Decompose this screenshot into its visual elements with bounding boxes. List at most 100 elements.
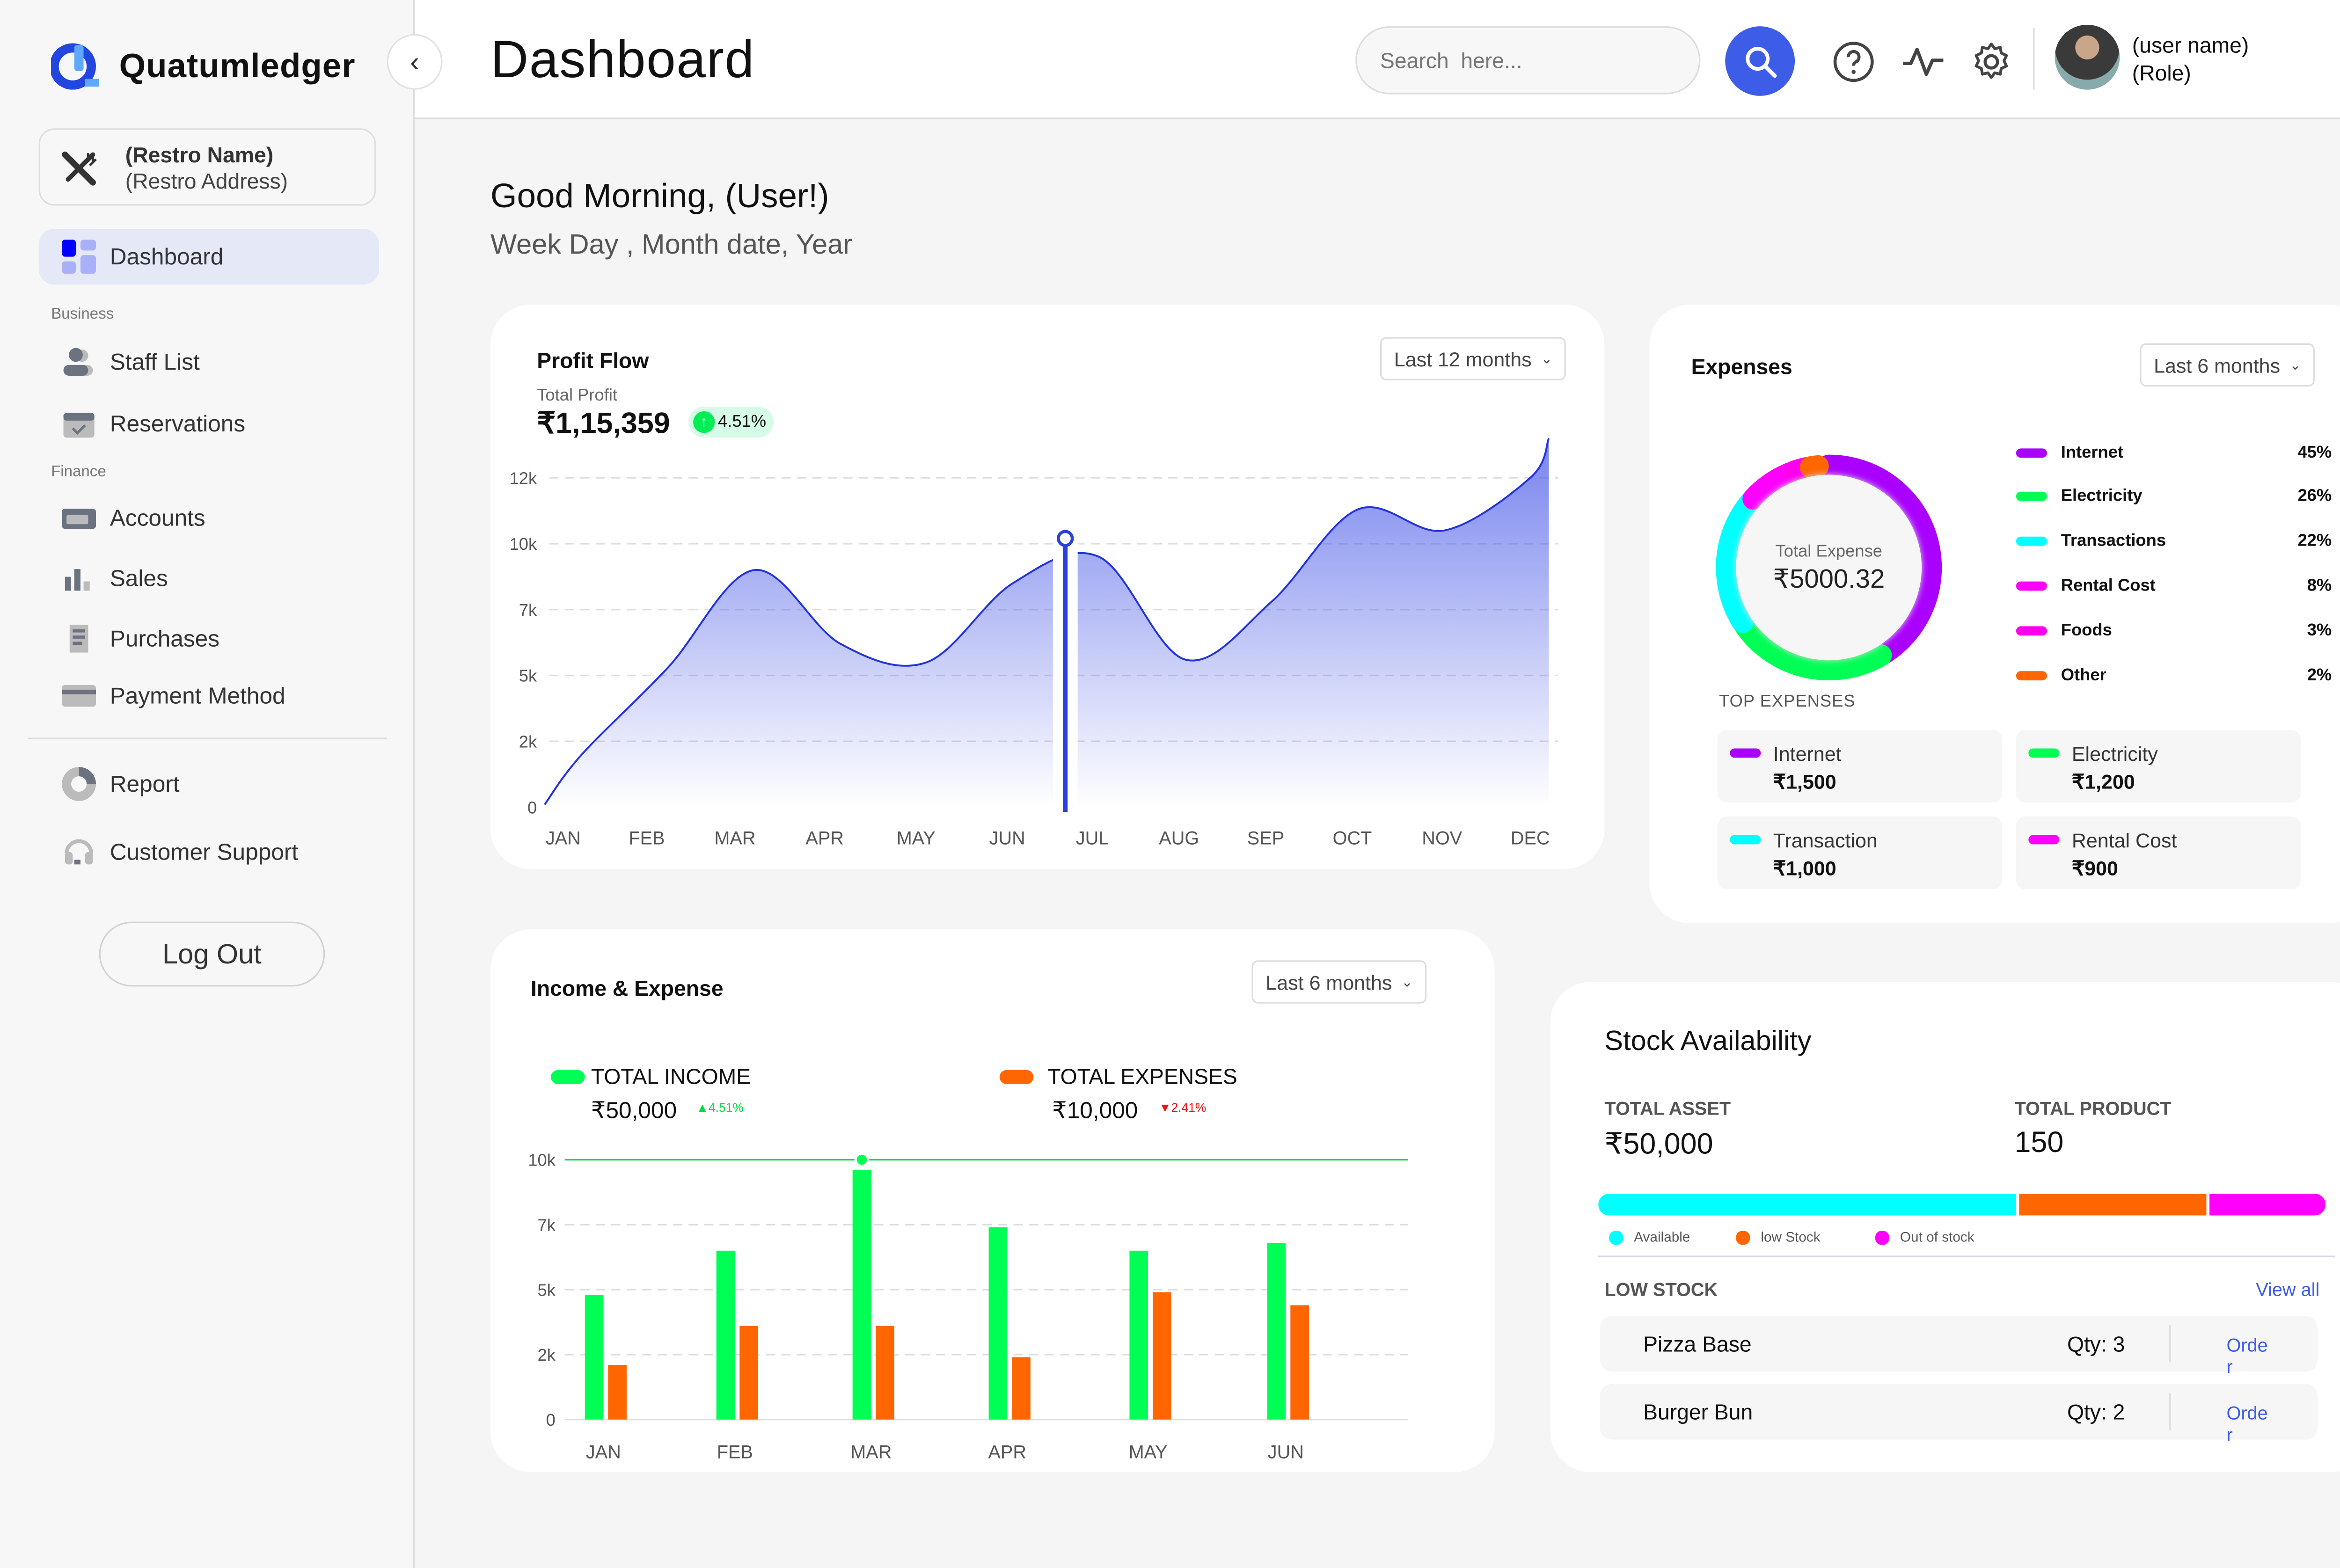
stock-segment-out-of-stock xyxy=(2210,1194,2326,1216)
total-expense-label: Total Expense xyxy=(1775,542,1883,562)
income-range-dropdown[interactable]: Last 6 months ⌄ xyxy=(1251,960,1427,1004)
page-title: Dashboard xyxy=(490,31,755,90)
top-expense-card[interactable]: Internet ₹1,500 xyxy=(1717,729,2003,803)
income-label: TOTAL INCOME xyxy=(591,1064,751,1089)
legend-label: Available xyxy=(1634,1229,1690,1245)
user-name: (user name) xyxy=(2132,32,2249,58)
highlight-point[interactable] xyxy=(1057,530,1074,547)
expense-bar-may[interactable] xyxy=(1153,1292,1171,1420)
user-avatar[interactable] xyxy=(2055,24,2120,90)
total-asset-label: TOTAL ASSET xyxy=(1604,1098,1731,1120)
users-icon xyxy=(60,345,97,379)
quatumledger-logo xyxy=(51,43,99,90)
search-button[interactable] xyxy=(1725,26,1795,96)
x-tick-label: MAR xyxy=(714,828,755,848)
legend-swatch xyxy=(2016,536,2047,546)
donut-slice-other[interactable] xyxy=(1716,454,1942,681)
expense-label: TOTAL EXPENSES xyxy=(1047,1064,1237,1089)
legend-item: Internet 45% xyxy=(2016,444,2332,462)
legend-swatch xyxy=(2016,491,2047,501)
income-bar-jan[interactable] xyxy=(585,1295,604,1420)
view-all-link[interactable]: View all xyxy=(2256,1278,2320,1301)
expense-bar-mar[interactable] xyxy=(876,1326,894,1420)
income-bar-jun[interactable] xyxy=(1267,1243,1286,1420)
search-input[interactable] xyxy=(1355,26,1701,95)
item-qty: Qty: 3 xyxy=(2067,1331,2125,1357)
item-qty: Qty: 2 xyxy=(2067,1399,2125,1424)
top-expense-value: ₹900 xyxy=(2071,856,2118,880)
expenses-range-dropdown[interactable]: Last 6 months ⌄ xyxy=(2140,343,2315,387)
order-button[interactable]: Order xyxy=(2226,1334,2268,1378)
income-bar-may[interactable] xyxy=(1129,1250,1148,1420)
x-tick-label: SEP xyxy=(1247,828,1284,848)
profit-range-dropdown[interactable]: Last 12 months ⌄ xyxy=(1380,337,1567,380)
x-tick-label: JAN xyxy=(586,1442,621,1462)
sidebar-item-dashboard[interactable]: Dashboard xyxy=(38,229,379,285)
donut-center xyxy=(1736,474,1922,661)
sidebar-item-label: Customer Support xyxy=(110,839,299,865)
expense-bar-feb[interactable] xyxy=(739,1326,758,1420)
arrow-up-icon: ↑ xyxy=(693,411,715,433)
income-bar-apr[interactable] xyxy=(988,1227,1008,1420)
x-tick-label: JUN xyxy=(989,828,1025,848)
legend-swatch xyxy=(2016,581,2047,591)
logout-button[interactable]: Log Out xyxy=(99,921,325,987)
legend-label: Internet xyxy=(2061,444,2124,463)
legend-item: Other 2% xyxy=(2016,666,2332,685)
restaurant-name: (Restro Name) xyxy=(125,142,274,167)
total-asset-value: ₹50,000 xyxy=(1604,1129,1713,1161)
sidebar: Quatumledger (Restro Name) (Restro Addre… xyxy=(0,0,415,1568)
sidebar-item-staff-list[interactable]: Staff List xyxy=(39,334,379,390)
expense-bar-jan[interactable] xyxy=(608,1365,627,1420)
legend-label: low Stock xyxy=(1761,1229,1821,1245)
y-tick-label: 10k xyxy=(528,1151,556,1170)
profit-change: 4.51% xyxy=(718,413,767,432)
profit-flow-title: Profit Flow xyxy=(537,348,649,373)
sidebar-item-label: Payment Method xyxy=(110,683,285,709)
low-stock-item: Pizza Base Qty: 3 Order xyxy=(1600,1316,2318,1378)
sidebar-item-purchases[interactable]: Purchases xyxy=(39,611,379,666)
x-tick-label: JUN xyxy=(1268,1442,1304,1462)
top-expense-card[interactable]: Transaction ₹1,000 xyxy=(1717,816,2003,890)
income-bar-mar[interactable] xyxy=(852,1170,871,1420)
top-expense-card[interactable]: Rental Cost ₹900 xyxy=(2016,816,2301,890)
sidebar-item-customer-support[interactable]: Customer Support xyxy=(39,824,379,880)
chevron-down-icon: ⌄ xyxy=(2289,356,2301,372)
settings-gear-icon[interactable] xyxy=(1970,40,2013,84)
legend-percent: 22% xyxy=(2297,532,2332,551)
sidebar-item-reservations[interactable]: Reservations xyxy=(39,396,379,452)
expense-swatch xyxy=(1730,748,1761,758)
expense-change: ▼2.41% xyxy=(1159,1101,1207,1115)
sidebar-item-label: Purchases xyxy=(110,625,220,652)
legend-item: Rental Cost 8% xyxy=(2016,577,2332,595)
top-expense-card[interactable]: Electricity ₹1,200 xyxy=(2016,729,2301,803)
expense-bar-jun[interactable] xyxy=(1290,1305,1309,1420)
expense-value: ₹10,000 xyxy=(1052,1098,1138,1124)
restaurant-selector[interactable]: (Restro Name) (Restro Address) xyxy=(38,128,376,206)
sidebar-item-payment-method[interactable]: Payment Method xyxy=(39,668,379,724)
sidebar-divider xyxy=(28,737,387,739)
sidebar-item-label: Dashboard xyxy=(110,243,224,270)
sidebar-item-report[interactable]: Report xyxy=(39,756,379,812)
legend-label: Electricity xyxy=(2061,487,2143,506)
sidebar-item-accounts[interactable]: Accounts xyxy=(39,490,379,546)
y-tick-label: 5k xyxy=(537,1280,556,1299)
help-icon[interactable] xyxy=(1832,40,1875,84)
header-divider xyxy=(2033,28,2035,90)
donut-slice-transactions[interactable] xyxy=(1716,454,1942,681)
wallet-icon xyxy=(60,501,97,535)
total-product-label: TOTAL PRODUCT xyxy=(2014,1098,2172,1120)
pie-chart-icon xyxy=(60,767,97,801)
collapse-sidebar-button[interactable]: ‹ xyxy=(387,34,443,90)
expenses-donut-chart xyxy=(1716,454,1942,681)
highlight-point[interactable] xyxy=(854,1152,870,1167)
bar-chart-icon xyxy=(60,562,97,596)
income-bar-feb[interactable] xyxy=(716,1250,735,1420)
order-button[interactable]: Order xyxy=(2226,1402,2268,1446)
donut-slice-electricity[interactable] xyxy=(1716,454,1942,681)
expense-bar-apr[interactable] xyxy=(1012,1357,1031,1420)
activity-icon[interactable] xyxy=(1901,40,1945,84)
item-divider xyxy=(2169,1325,2171,1363)
sidebar-item-sales[interactable]: Sales xyxy=(39,550,379,606)
dropdown-value: Last 6 months xyxy=(1265,970,1392,994)
